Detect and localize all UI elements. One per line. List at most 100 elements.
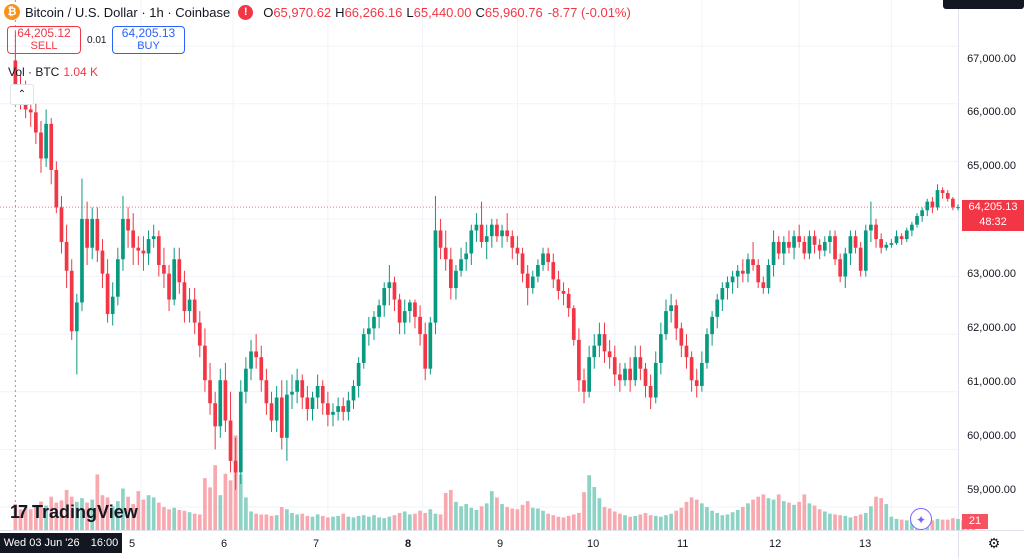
candle-body [910, 224, 914, 231]
volume-bar [13, 504, 18, 530]
time-tick: 9 [497, 538, 504, 550]
volume-bar [49, 496, 54, 530]
volume-bar [525, 501, 530, 530]
volume-bar [505, 507, 510, 530]
sparkle-icon[interactable]: ✦ [910, 508, 932, 530]
volume-bar [546, 513, 551, 530]
volume-bar [238, 474, 243, 530]
candle-body [80, 218, 84, 303]
time-tick: 6 [221, 538, 228, 550]
volume-bar [402, 511, 407, 530]
candle-body [474, 224, 479, 231]
candle-body [515, 247, 520, 254]
volume-legend[interactable]: Vol · BTC 1.04 K [8, 65, 98, 79]
volume-bar [828, 513, 832, 530]
sell-button[interactable]: 64,205.12 SELL [7, 26, 81, 54]
candle-body [894, 236, 899, 244]
candle-body [884, 244, 889, 248]
candle-body [331, 411, 335, 415]
candle-body [459, 259, 463, 271]
candle-body [151, 236, 156, 240]
candle-body [510, 236, 515, 248]
candle-body [346, 400, 351, 412]
buy-button[interactable]: 64,205.13 BUY [112, 26, 185, 54]
candle-body [751, 259, 755, 265]
candle-body [582, 380, 586, 392]
tradingview-logo[interactable]: 17 TradingView [10, 502, 138, 523]
candle-body [935, 190, 940, 208]
ohlc-key: C [475, 4, 485, 20]
ohlc-value: 65,970.62 [273, 4, 332, 20]
volume-bar [945, 519, 950, 530]
candle-body [653, 362, 658, 398]
candle-body [367, 328, 371, 335]
volume-bar [474, 510, 479, 530]
candle-body [797, 236, 802, 242]
volume-bar [69, 496, 74, 530]
volume-bar [34, 506, 38, 530]
volume-bar [326, 517, 330, 530]
symbol-title[interactable]: Bitcoin / U.S. Dollar · 1h · Coinbase [25, 4, 231, 20]
gear-icon[interactable]: ⚙ [987, 535, 1001, 551]
candle-body [520, 253, 525, 274]
candle-body [618, 374, 622, 381]
candle-body [228, 420, 233, 461]
candle-body [853, 236, 858, 248]
ohlc-values: O65,970.62 H66,266.16 L65,440.00 C65,960.76 [259, 5, 543, 20]
candle-body [274, 397, 279, 421]
candle-body [213, 403, 218, 427]
volume-bar [469, 507, 474, 530]
candle-body [746, 259, 750, 274]
bitcoin-icon: ₿ [4, 4, 20, 20]
candle-body [336, 406, 340, 412]
volume-bar [869, 506, 873, 530]
sell-price: 64,205.12 [17, 26, 71, 40]
candle-body [392, 282, 397, 300]
candle-body [131, 230, 136, 248]
volume-bar [669, 513, 673, 530]
volume-bar [105, 497, 110, 530]
volume-bar [587, 475, 591, 530]
volume-bar [689, 497, 694, 530]
volume-bar [899, 519, 904, 530]
candle-body [602, 334, 607, 352]
candle-body [817, 244, 822, 251]
time-tick: 13 [859, 538, 872, 550]
volume-bar [259, 514, 264, 530]
ohlc-key: L [406, 4, 414, 20]
candle-body [843, 253, 848, 277]
volume-bar [694, 499, 699, 530]
price-change: -8.77 (-0.01%) [547, 4, 631, 20]
volume-bar [213, 465, 218, 530]
candle-body [648, 385, 653, 398]
candle-body [833, 236, 837, 260]
volume-bar [203, 478, 207, 530]
candle-body [776, 241, 781, 254]
candle-body [64, 241, 69, 271]
candle-body [469, 230, 474, 254]
ohlc-value: 66,266.16 [344, 4, 403, 20]
candle-body [413, 302, 417, 317]
candle-body [203, 345, 207, 381]
time-tick: 7 [313, 538, 320, 550]
candle-body [136, 247, 141, 251]
volume-bar [336, 515, 340, 530]
volume-bar [244, 497, 248, 530]
collapse-legend-button[interactable]: ⌃ [10, 84, 34, 105]
volume-bar [561, 517, 566, 530]
candle-body [310, 397, 315, 410]
volume-bar [792, 504, 796, 530]
volume-bar [664, 515, 668, 530]
alert-icon[interactable]: ! [238, 4, 254, 20]
candle-body [182, 282, 187, 312]
candle-body [361, 334, 366, 363]
volume-bar [771, 499, 776, 530]
volume-bar [172, 507, 177, 530]
candle-body [402, 311, 407, 323]
candle-body [669, 305, 673, 312]
volume-bar [797, 501, 802, 530]
candle-body [39, 132, 43, 159]
candle-body [659, 334, 663, 363]
volume-bar [653, 515, 658, 530]
